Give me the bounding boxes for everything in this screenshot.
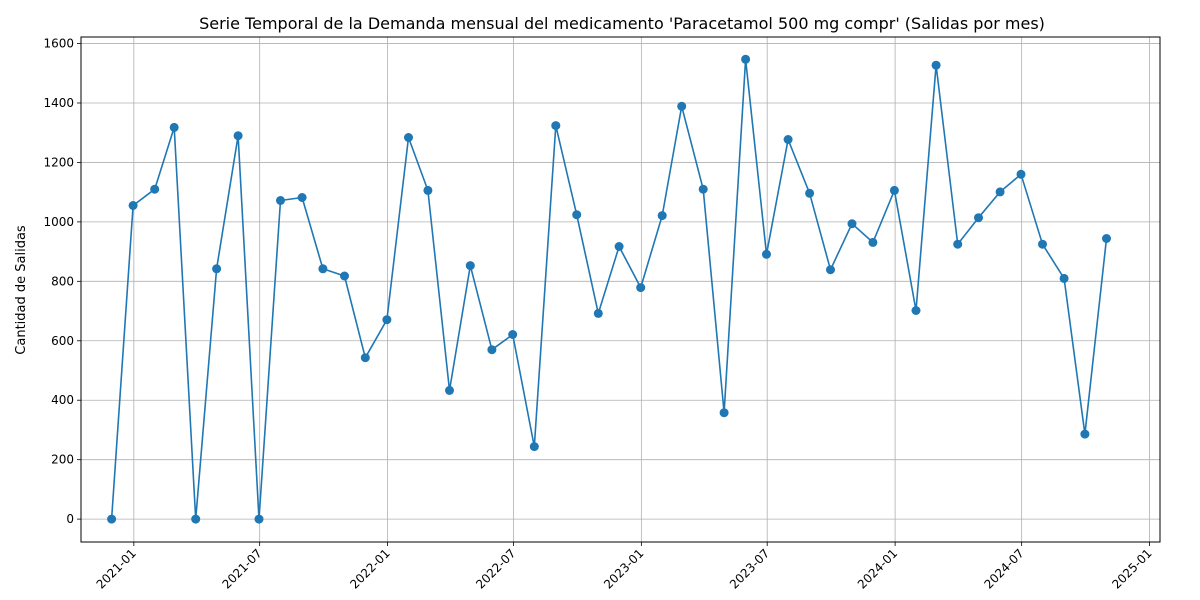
data-point <box>847 219 857 229</box>
data-point <box>911 306 921 315</box>
series-layer <box>107 54 1111 524</box>
data-point <box>233 131 243 141</box>
y-tick-label: 0 <box>66 512 74 526</box>
data-point <box>360 353 370 363</box>
data-point <box>868 237 878 247</box>
data-point <box>1059 273 1069 283</box>
data-point <box>995 187 1005 197</box>
y-tick-label: 200 <box>51 453 74 467</box>
data-point <box>889 185 899 195</box>
data-point <box>529 442 539 452</box>
y-tick-label: 1200 <box>43 155 74 169</box>
data-point <box>636 283 646 293</box>
data-point <box>1038 239 1047 249</box>
data-point <box>318 264 328 274</box>
data-point <box>593 308 603 318</box>
data-point <box>677 101 687 111</box>
data-point <box>657 211 667 221</box>
y-tick-label: 1400 <box>43 96 74 110</box>
data-point <box>698 184 708 194</box>
y-tick-label: 800 <box>51 274 74 288</box>
data-point <box>974 213 983 223</box>
data-point <box>805 188 815 198</box>
data-point <box>169 122 179 132</box>
data-point <box>150 184 160 194</box>
plot-area-frame <box>80 36 1161 543</box>
data-point <box>741 54 751 64</box>
data-point <box>1016 169 1026 179</box>
data-point <box>423 185 433 195</box>
data-point <box>614 242 624 251</box>
y-axis-label: Cantidad de Salidas <box>14 225 29 355</box>
data-point <box>508 330 518 339</box>
data-point <box>128 201 138 210</box>
data-point <box>487 345 497 355</box>
data-point <box>276 196 285 205</box>
data-point <box>191 514 201 524</box>
data-point <box>953 239 963 249</box>
data-point <box>826 265 835 275</box>
data-point <box>762 249 771 259</box>
chart-title: Serie Temporal de la Demanda mensual del… <box>199 14 1045 33</box>
data-point <box>465 261 475 271</box>
data-point <box>382 315 392 325</box>
data-point <box>783 135 793 144</box>
data-point <box>254 514 264 524</box>
data-point <box>340 271 349 281</box>
series-line <box>110 58 1108 520</box>
data-point <box>212 264 222 274</box>
data-point <box>551 121 561 131</box>
data-point <box>107 514 117 524</box>
y-tick-label: 400 <box>51 393 74 407</box>
data-point <box>719 408 729 418</box>
data-point <box>1080 429 1090 439</box>
y-tick-label: 600 <box>51 334 74 348</box>
data-point <box>404 133 413 142</box>
data-point <box>297 193 307 202</box>
data-point <box>445 385 454 395</box>
y-tick-label: 1000 <box>43 215 74 229</box>
data-point <box>931 60 941 70</box>
data-point <box>572 210 582 220</box>
data-point <box>1102 234 1111 243</box>
y-tick-label: 1600 <box>43 37 74 51</box>
